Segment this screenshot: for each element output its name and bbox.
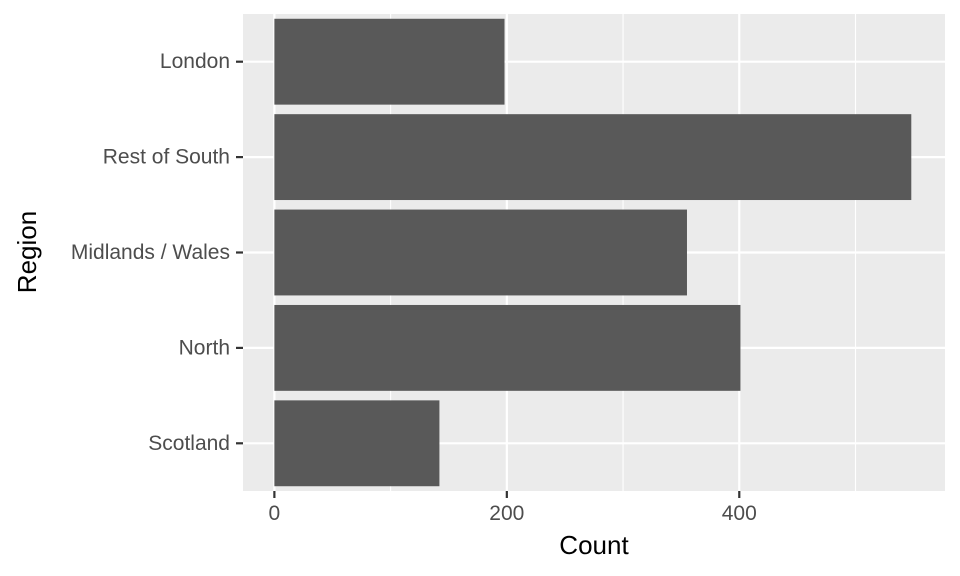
- y-axis-title: Region: [12, 211, 42, 293]
- x-axis: 0 200 400: [269, 491, 757, 525]
- bar: [274, 304, 741, 391]
- x-tick-label: 400: [722, 502, 757, 525]
- x-axis-title: Count: [559, 530, 629, 560]
- y-tick-label: North: [179, 336, 230, 359]
- bar: [274, 18, 505, 105]
- y-tick-label: Rest of South: [103, 146, 230, 169]
- y-tick-label: Scotland: [148, 432, 230, 455]
- y-tick-label: London: [160, 50, 230, 73]
- x-tick-label: 200: [489, 502, 524, 525]
- bar: [274, 114, 912, 201]
- bars: [274, 18, 912, 487]
- bar: [274, 209, 687, 296]
- y-tick-label: Midlands / Wales: [71, 241, 230, 264]
- x-tick-label: 0: [269, 502, 281, 525]
- bar: [274, 400, 440, 487]
- y-axis: London Rest of South Midlands / Wales North…: [71, 50, 243, 455]
